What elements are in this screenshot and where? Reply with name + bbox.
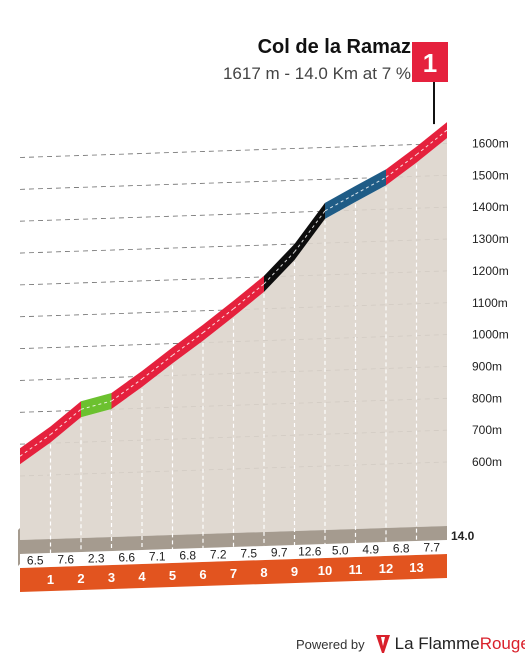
altitude-tick-label: 1300m [472, 232, 509, 246]
altitude-tick-label: 1200m [472, 264, 509, 278]
profile-labels: 6.5 7.6 2.3 6.6 7.1 6.8 7.2 7.5 9.7 12.6 5.0 4.9 6.8… [27, 529, 475, 587]
brand-name-part2: Rouge [479, 634, 525, 653]
grade-strip [20, 540, 447, 568]
segment-dashline [50, 408, 82, 435]
powered-by-text: Powered by [296, 636, 365, 652]
altitude-tick-label: 700m [472, 423, 502, 437]
grade-label: 6.6 [118, 551, 135, 565]
km-label: 1 [47, 572, 54, 587]
profile-side-wall [18, 528, 20, 566]
profile-area [20, 138, 447, 540]
grade-label: 9.7 [271, 546, 288, 560]
category-badge-label: 1 [423, 48, 437, 78]
segment-dashline [294, 210, 326, 253]
chart-title: Col de la Ramaz [257, 36, 411, 58]
altitude-tick-label: 1000m [472, 328, 509, 342]
grade-label: 4.9 [362, 543, 379, 557]
altitude-tick-label: 600m [472, 455, 502, 469]
grade-label: 6.8 [393, 542, 410, 556]
grade-label: 7.1 [149, 550, 166, 564]
altitude-tick-label: 900m [472, 359, 502, 373]
profile-top-segments [19, 122, 448, 465]
altitude-tick-label: 1100m [472, 296, 508, 310]
grade-label: 7.6 [57, 553, 74, 567]
km-label: 12 [379, 561, 393, 576]
grade-label: 6.5 [27, 554, 44, 568]
footer: Powered by La Flamme Rouge [296, 633, 525, 655]
segment-dashline [416, 129, 448, 156]
gridline-1600 [19, 143, 448, 158]
segment-dashline [172, 332, 204, 356]
brand-name-part1: La Flamme [394, 634, 480, 653]
altitude-tick-label: 800m [472, 391, 502, 405]
km-label: 13 [409, 560, 423, 575]
segment-dashline [385, 154, 417, 178]
km-label: 5 [169, 568, 176, 583]
km-label: 9 [291, 564, 298, 579]
grade-label: 5.0 [332, 544, 349, 558]
km-label: 6 [199, 567, 206, 582]
base-stripe [20, 526, 447, 554]
grade-label: 7.2 [210, 548, 227, 562]
profile-body [18, 138, 447, 592]
profile-segment-km-11 [325, 185, 356, 219]
km-label: 8 [260, 565, 267, 580]
km-label: 7 [230, 566, 237, 581]
grade-label: 12.6 [298, 545, 322, 559]
segment-dashline [202, 308, 234, 334]
km-label: 2 [77, 571, 84, 586]
altitude-tick-label: 1500m [472, 168, 509, 182]
km-label: 3 [108, 570, 115, 585]
segment-dashline [80, 400, 112, 410]
flame-logo-icon [375, 635, 390, 653]
segment-dashline [233, 283, 265, 310]
segment-dashline [141, 354, 173, 380]
profile-segment-km-3 [81, 392, 112, 418]
grade-label: 7.5 [240, 547, 257, 561]
grade-label: 7.7 [423, 541, 440, 555]
altitude-tick-label: 1600m [472, 137, 509, 151]
grade-label: 2.3 [88, 552, 105, 566]
segment-dashline [19, 434, 51, 457]
km-dividers [49, 164, 418, 553]
gridlines: 600m 700m 800m 900m 1000m 1100m 1200m 1300m 1400… [19, 137, 509, 477]
summit-marker: 1 [412, 42, 448, 125]
km-band [20, 554, 447, 592]
profile-segment-km-12 [355, 169, 386, 202]
category-badge [412, 42, 448, 82]
km-label: 10 [318, 563, 332, 578]
profile-segment-km-9 [264, 243, 295, 292]
km-label: 11 [349, 562, 363, 577]
segment-dashline [111, 378, 143, 402]
altitude-tick-label: 1400m [472, 200, 509, 214]
segment-dashline [263, 251, 295, 285]
chart-subtitle: 1617 m - 14.0 Km at 7 % [222, 64, 411, 83]
total-distance-label: 14.0 [451, 529, 475, 543]
km-label: 4 [138, 569, 146, 584]
grade-label: 6.8 [179, 549, 196, 563]
